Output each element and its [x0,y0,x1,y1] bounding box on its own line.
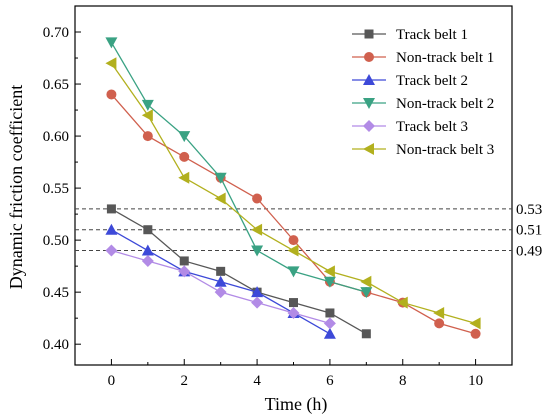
x-tick-label: 10 [468,373,483,389]
x-tick-label: 4 [253,373,261,389]
legend-item: Track belt 2 [352,73,468,89]
data-point [141,244,154,256]
data-point [323,265,335,278]
legend-label: Non-track belt 1 [396,50,494,66]
legend-marker [364,52,374,62]
legend-marker [363,98,375,109]
legend-label: Track belt 1 [396,27,468,43]
y-tick-label: 0.60 [43,129,69,145]
data-point [287,244,299,257]
legend-label: Track belt 3 [396,119,468,135]
data-point [143,225,153,235]
data-point [433,306,445,319]
y-tick-label: 0.55 [43,181,69,197]
y-tick-label: 0.70 [43,25,69,41]
series-5 [105,244,336,330]
data-point [325,308,335,318]
legend-label: Non-track belt 3 [396,142,494,158]
data-point [105,37,118,49]
data-point [214,275,227,287]
axes: 0 2 4 6 8 10 0.40 0.45 0.50 0.55 0.60 0.65 0.70 [43,25,483,389]
legend-item: Non-track belt 1 [352,50,494,66]
data-point [105,57,117,70]
series-3 [105,223,336,339]
series-line [111,208,367,335]
data-point [178,171,190,184]
data-point [141,109,153,122]
legend: Track belt 1 Non-track belt 1 Track belt 2… [352,27,494,158]
data-point [360,287,373,299]
legend-marker [363,74,375,85]
legend-item: Non-track belt 3 [352,142,494,158]
data-point [251,245,264,257]
data-point [287,306,300,319]
reference-label: 0.49 [516,244,542,260]
data-point [214,192,226,205]
data-point [214,286,227,299]
data-point [470,328,481,339]
y-tick-label: 0.65 [43,77,69,93]
data-point [251,296,264,309]
data-point [434,318,445,329]
legend-label: Track belt 2 [396,73,468,89]
series-group [105,37,481,339]
data-point [251,223,263,236]
legend-item: Track belt 1 [352,27,468,43]
y-tick-label: 0.50 [43,233,69,249]
data-point [288,235,299,246]
legend-marker [363,143,374,155]
data-point [214,172,227,184]
y-axis-title: Dynamic friction coefficient [6,85,26,290]
data-point [106,204,116,214]
data-point [178,265,191,278]
data-point [178,131,191,143]
data-point [252,193,263,204]
data-point [179,256,189,266]
series-6 [105,57,481,330]
data-point [287,266,300,278]
legend-label: Non-track belt 2 [396,96,494,112]
legend-marker [364,29,374,39]
data-point [323,317,336,330]
data-point [141,254,154,267]
x-tick-label: 8 [399,373,407,389]
data-point [142,131,153,142]
x-axis-title: Time (h) [265,394,328,415]
data-point [179,151,190,162]
legend-item: Non-track belt 2 [352,96,494,112]
data-point [105,244,118,257]
legend-item: Track belt 3 [352,119,468,135]
data-point [323,327,336,339]
data-point [141,99,154,111]
legend-marker [363,120,375,132]
data-point [106,89,117,100]
data-point [105,223,118,235]
data-point [251,286,264,298]
data-point [216,266,226,276]
data-point [360,275,372,288]
data-point [323,276,336,288]
y-tick-label: 0.40 [43,337,69,353]
reference-label: 0.51 [516,223,542,239]
x-tick-label: 0 [108,373,116,389]
data-point [289,298,298,308]
data-point [469,317,481,330]
y-tick-label: 0.45 [43,285,69,301]
x-tick-label: 2 [181,373,189,389]
data-point [396,296,408,309]
data-point [361,329,371,339]
reference-label: 0.53 [516,202,542,218]
x-tick-label: 6 [326,373,334,389]
